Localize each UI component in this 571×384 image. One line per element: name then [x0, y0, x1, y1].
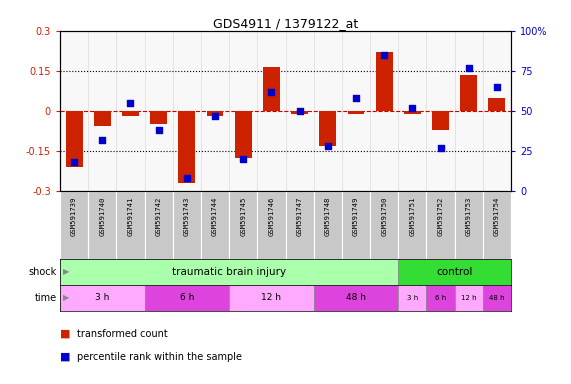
Text: ▶: ▶ [63, 267, 69, 276]
Text: GSM591741: GSM591741 [127, 197, 134, 236]
Bar [60, 191, 88, 259]
Text: 12 h: 12 h [262, 293, 282, 303]
Text: ▶: ▶ [63, 293, 69, 303]
Bar [432, 111, 449, 130]
Bar [60, 259, 399, 285]
Text: 48 h: 48 h [346, 293, 366, 303]
Bar [404, 111, 421, 114]
Point [182, 175, 191, 181]
Text: GSM591750: GSM591750 [381, 197, 387, 236]
Bar [235, 111, 252, 158]
Point [323, 143, 332, 149]
Point [239, 156, 248, 162]
Text: GSM591753: GSM591753 [466, 197, 472, 236]
Bar [455, 285, 483, 311]
Text: GSM591754: GSM591754 [494, 197, 500, 236]
Text: GSM591744: GSM591744 [212, 197, 218, 236]
Title: GDS4911 / 1379122_at: GDS4911 / 1379122_at [213, 17, 358, 30]
Bar [229, 285, 313, 311]
Bar [116, 191, 144, 259]
Text: transformed count: transformed count [77, 329, 168, 339]
Point [98, 137, 107, 143]
Text: ■: ■ [60, 329, 70, 339]
Point [464, 65, 473, 71]
Text: percentile rank within the sample: percentile rank within the sample [77, 352, 242, 362]
Bar [144, 285, 229, 311]
Text: GSM591751: GSM591751 [409, 197, 415, 236]
Text: ■: ■ [60, 352, 70, 362]
Bar [229, 191, 258, 259]
Bar [150, 111, 167, 124]
Bar [427, 285, 455, 311]
Text: GSM591752: GSM591752 [437, 197, 444, 236]
Text: GSM591746: GSM591746 [268, 197, 275, 236]
Text: GSM591748: GSM591748 [325, 197, 331, 236]
Bar [291, 111, 308, 114]
Text: traumatic brain injury: traumatic brain injury [172, 267, 286, 277]
Bar [173, 191, 201, 259]
Bar [489, 98, 505, 111]
Bar [313, 285, 399, 311]
Point [70, 159, 79, 166]
Point [267, 89, 276, 95]
Bar [348, 111, 364, 114]
Bar [144, 191, 173, 259]
Bar [427, 191, 455, 259]
Text: GSM591747: GSM591747 [296, 197, 303, 236]
Bar [399, 285, 427, 311]
Bar [201, 191, 229, 259]
Text: GSM591742: GSM591742 [156, 197, 162, 236]
Text: control: control [436, 267, 473, 277]
Bar [66, 111, 83, 167]
Bar [399, 259, 511, 285]
Bar [178, 111, 195, 183]
Bar [313, 191, 342, 259]
Point [492, 84, 501, 90]
Text: 6 h: 6 h [435, 295, 446, 301]
Text: GSM591749: GSM591749 [353, 197, 359, 236]
Text: GSM591743: GSM591743 [184, 197, 190, 236]
Bar [483, 285, 511, 311]
Bar [399, 191, 427, 259]
Bar [455, 191, 483, 259]
Point [295, 108, 304, 114]
Bar [94, 111, 111, 126]
Bar [263, 67, 280, 111]
Text: GSM591740: GSM591740 [99, 197, 105, 236]
Bar [370, 191, 399, 259]
Point [408, 105, 417, 111]
Point [436, 145, 445, 151]
Point [154, 127, 163, 133]
Text: GSM591745: GSM591745 [240, 197, 246, 236]
Point [380, 52, 389, 58]
Text: GSM591739: GSM591739 [71, 197, 77, 236]
Bar [122, 111, 139, 116]
Text: 6 h: 6 h [180, 293, 194, 303]
Bar [342, 191, 370, 259]
Point [211, 113, 220, 119]
Text: time: time [35, 293, 57, 303]
Point [351, 95, 360, 101]
Bar [258, 191, 286, 259]
Bar [286, 191, 313, 259]
Bar [460, 75, 477, 111]
Bar [60, 285, 144, 311]
Text: 3 h: 3 h [407, 295, 418, 301]
Text: shock: shock [29, 267, 57, 277]
Bar [319, 111, 336, 146]
Bar [483, 191, 511, 259]
Point [126, 100, 135, 106]
Bar [88, 191, 116, 259]
Bar [376, 52, 393, 111]
Text: 3 h: 3 h [95, 293, 110, 303]
Text: 48 h: 48 h [489, 295, 505, 301]
Bar [207, 111, 223, 116]
Text: 12 h: 12 h [461, 295, 477, 301]
